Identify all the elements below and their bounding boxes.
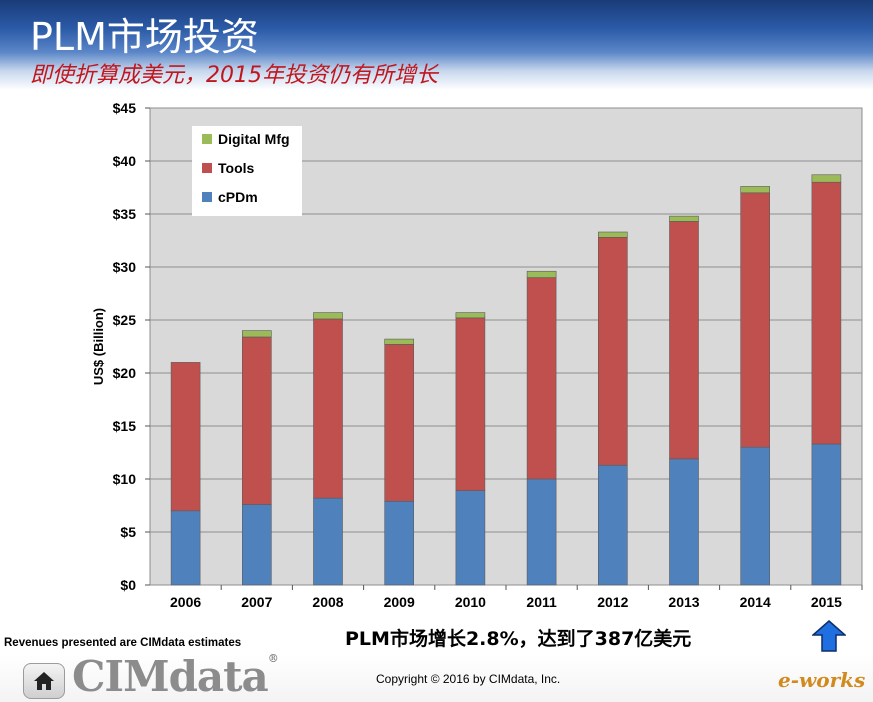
eworks-logo: e-works	[778, 668, 866, 692]
bar-segment	[455, 312, 486, 319]
y-tick-label: $45	[113, 100, 137, 116]
cimdata-logo: CIMdata®	[72, 652, 279, 701]
slide-subtitle: 即使折算成美元，2015年投资仍有所增长	[30, 63, 438, 88]
y-tick-label: $30	[113, 259, 137, 275]
stacked-bar-chart: $0 $5 $10 $15 $20 $25 $30 $35 $40 $45 US$ (Billion…	[91, 100, 863, 610]
bar-segment	[242, 504, 272, 586]
bar-segment	[526, 270, 557, 278]
x-tick-label: 2009	[384, 594, 415, 610]
bar-segment	[740, 192, 771, 448]
estimates-note: Revenues presented are CIMdata estimates	[4, 637, 242, 649]
bar-segment	[597, 237, 628, 466]
registered-mark: ®	[267, 652, 279, 665]
bar-segment	[597, 464, 628, 586]
bar-segment	[384, 344, 415, 502]
cimdata-logo-text: CIMdata	[72, 652, 269, 701]
bar-segment	[170, 510, 201, 586]
x-tick-label: 2007	[241, 594, 272, 610]
bar-segment	[669, 458, 699, 586]
x-tick-label: 2014	[740, 594, 771, 610]
bar-segment	[242, 330, 272, 338]
bar-segment	[740, 446, 771, 586]
bar-segment	[811, 174, 842, 183]
home-button[interactable]	[23, 663, 65, 699]
bar-segment	[313, 312, 343, 320]
bar-segment	[526, 478, 557, 586]
legend-label: Tools	[218, 160, 255, 176]
y-tick-label: $20	[113, 365, 137, 381]
y-axis-label: US$ (Billion)	[91, 308, 106, 385]
x-tick-label: 2011	[526, 594, 557, 610]
home-icon	[34, 672, 54, 690]
bar-segment	[597, 231, 628, 238]
x-tick-label: 2006	[170, 594, 201, 610]
bar-segment	[242, 336, 272, 505]
copyright-text: Copyright © 2016 by CIMdata, Inc.	[376, 672, 561, 686]
y-tick-label: $35	[113, 206, 137, 222]
y-tick-label: $25	[113, 312, 137, 328]
y-tick-label: $10	[113, 471, 137, 487]
x-tick-label: 2010	[455, 594, 486, 610]
bar-segment	[313, 497, 343, 586]
x-tick-label: 2008	[312, 594, 343, 610]
y-tick-label: $0	[120, 577, 136, 593]
bar-segment	[384, 500, 415, 586]
bar-segment	[313, 318, 343, 499]
bar-segment	[740, 186, 771, 194]
y-tick-label: $15	[113, 418, 137, 434]
bar-segment	[170, 362, 201, 512]
bar-segment	[384, 338, 415, 345]
bar-segment	[455, 490, 486, 586]
legend-swatch	[202, 163, 212, 173]
x-tick-label: 2015	[811, 594, 842, 610]
bar-segment	[455, 317, 486, 491]
legend-swatch	[202, 192, 212, 202]
bar-segment	[669, 215, 699, 222]
legend-label: cPDm	[218, 189, 258, 205]
slide-footer	[0, 655, 873, 702]
up-arrow-icon	[812, 620, 846, 652]
x-tick-label: 2012	[597, 594, 628, 610]
slide-title: PLM市场投资	[30, 15, 259, 59]
y-tick-label: $5	[120, 524, 136, 540]
x-tick-label: 2013	[668, 594, 699, 610]
bar-segment	[526, 277, 557, 480]
bar-segment	[811, 443, 842, 586]
bar-segment	[811, 181, 842, 445]
legend-label: Digital Mfg	[218, 131, 290, 147]
legend-swatch	[202, 134, 212, 144]
slide-header	[0, 0, 873, 95]
bar-segment	[669, 221, 699, 460]
y-tick-label: $40	[113, 153, 137, 169]
growth-statement: PLM市场增长2.8%，达到了387亿美元	[345, 628, 692, 650]
